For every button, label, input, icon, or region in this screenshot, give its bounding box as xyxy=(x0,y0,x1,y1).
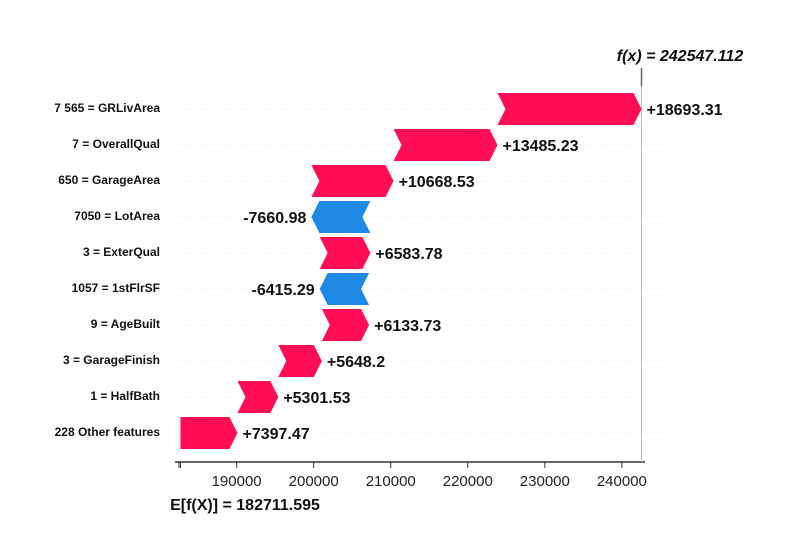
feature-label: 228 Other features xyxy=(55,425,161,439)
feature-label: 9 = AgeBuilt xyxy=(91,317,160,331)
contribution-bar xyxy=(393,129,498,161)
x-tick-label: 210000 xyxy=(366,473,416,490)
value-label: +18693.31 xyxy=(647,102,723,119)
contribution-bar xyxy=(278,345,322,377)
contribution-bar xyxy=(497,93,642,125)
value-label: -6415.29 xyxy=(252,282,315,299)
feature-label: 7 565 = GRLivArea xyxy=(54,101,160,115)
value-label: +5301.53 xyxy=(283,390,350,407)
value-label: +10668.53 xyxy=(399,174,475,191)
x-tick-label: 200000 xyxy=(289,473,339,490)
contribution-bar xyxy=(319,273,370,305)
value-label: +7397.47 xyxy=(242,426,309,443)
value-label: +5648.2 xyxy=(327,354,385,371)
x-tick-label: 230000 xyxy=(520,473,570,490)
feature-label: 1057 = 1stFlrSF xyxy=(72,281,160,295)
contribution-bar xyxy=(311,201,371,233)
feature-label: 1 = HalfBath xyxy=(90,389,160,403)
contribution-bar xyxy=(237,381,279,413)
contribution-bar xyxy=(319,237,371,269)
contribution-bar xyxy=(311,165,394,197)
feature-label: 3 = GarageFinish xyxy=(63,353,160,367)
value-label: +13485.23 xyxy=(502,138,578,155)
base-label: E[f(X)] = 182711.595 xyxy=(170,497,320,514)
contribution-bar xyxy=(180,417,238,449)
value-label: -7660.98 xyxy=(243,210,306,227)
feature-label: 7050 = LotArea xyxy=(74,209,160,223)
feature-label: 7 = OverallQual xyxy=(72,137,160,151)
x-tick-label: 240000 xyxy=(597,473,647,490)
x-tick-label: 220000 xyxy=(443,473,493,490)
value-label: +6583.78 xyxy=(375,246,442,263)
output-label: f(x) = 242547.112 xyxy=(617,48,744,65)
contribution-bar xyxy=(321,309,370,341)
feature-label: 3 = ExterQual xyxy=(83,245,160,259)
x-tick-label: 190000 xyxy=(212,473,262,490)
value-label: +6133.73 xyxy=(374,318,441,335)
feature-label: 650 = GarageArea xyxy=(58,173,160,187)
